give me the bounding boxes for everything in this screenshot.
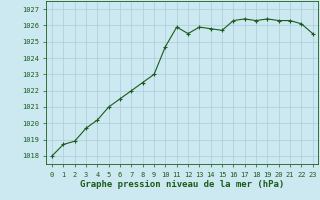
X-axis label: Graphe pression niveau de la mer (hPa): Graphe pression niveau de la mer (hPa) bbox=[80, 180, 284, 189]
